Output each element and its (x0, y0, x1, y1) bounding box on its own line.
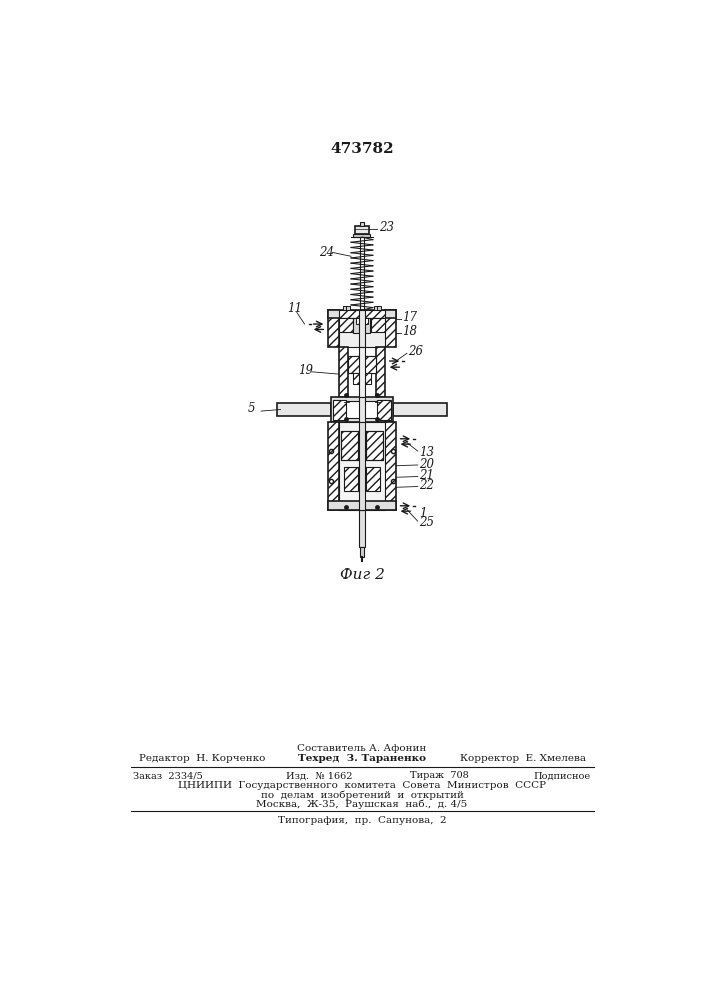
Text: 5: 5 (247, 402, 255, 415)
Bar (276, 403, 331, 416)
Bar (339, 310, 385, 318)
Bar (328, 422, 339, 510)
Bar (331, 397, 393, 422)
Bar (348, 356, 376, 373)
Bar (359, 397, 365, 422)
Bar (374, 306, 380, 310)
Bar (353, 373, 371, 384)
Bar (366, 431, 383, 460)
Bar (328, 501, 396, 510)
Bar (385, 422, 396, 510)
Text: Типография,  пр.  Сапунова,  2: Типография, пр. Сапунова, 2 (278, 816, 446, 825)
Text: 22: 22 (419, 479, 434, 492)
Text: 11: 11 (288, 302, 303, 315)
Bar (376, 347, 385, 397)
Text: 26: 26 (409, 345, 423, 358)
Text: Техред  З. Тараненко: Техред З. Тараненко (298, 754, 426, 763)
Bar (328, 310, 396, 318)
Text: Корректор  Е. Хмелева: Корректор Е. Хмелева (460, 754, 586, 763)
Bar (366, 431, 383, 460)
Text: 18: 18 (402, 325, 417, 338)
Text: Изд.  № 1662: Изд. № 1662 (286, 771, 353, 780)
Text: 25: 25 (419, 516, 434, 529)
Bar (359, 510, 365, 547)
Bar (348, 356, 376, 373)
Bar (355, 226, 369, 234)
Text: 13: 13 (419, 446, 434, 459)
Text: 17: 17 (402, 311, 417, 324)
Text: 473782: 473782 (330, 142, 394, 156)
Text: Тираж  708: Тираж 708 (410, 771, 469, 780)
Bar (359, 347, 365, 397)
Text: Фиг 2: Фиг 2 (339, 568, 385, 582)
Bar (339, 401, 385, 418)
Bar (339, 422, 385, 510)
Text: Редактор  Н. Корченко: Редактор Н. Корченко (139, 754, 265, 763)
Text: 23: 23 (379, 221, 394, 234)
Bar (378, 400, 392, 420)
Bar (360, 222, 364, 226)
Bar (354, 318, 370, 333)
Bar (341, 431, 358, 460)
Bar (360, 547, 364, 557)
Bar (393, 403, 448, 416)
Bar (332, 400, 346, 420)
Text: Заказ  2334/5: Заказ 2334/5 (134, 771, 203, 780)
Text: 19: 19 (298, 364, 313, 377)
Bar (366, 466, 380, 491)
Bar (359, 422, 365, 510)
Text: 24: 24 (320, 246, 334, 259)
Bar (353, 373, 371, 384)
Bar (339, 318, 353, 332)
Bar (341, 431, 358, 460)
Text: 1: 1 (419, 507, 427, 520)
Text: Составитель А. Афонин: Составитель А. Афонин (298, 744, 426, 753)
Bar (385, 310, 396, 347)
Bar (344, 306, 349, 310)
Bar (344, 466, 358, 491)
Bar (339, 347, 348, 397)
Bar (354, 234, 370, 237)
Text: 20: 20 (419, 458, 434, 471)
Bar (371, 318, 385, 332)
Text: Подписное: Подписное (534, 771, 590, 780)
Text: 21: 21 (419, 469, 434, 482)
Bar (359, 310, 365, 347)
Bar (328, 310, 339, 347)
Bar (339, 318, 385, 347)
Text: ЦНИИПИ  Государственного  комитета  Совета  Министров  СССР: ЦНИИПИ Государственного комитета Совета … (178, 781, 546, 790)
Bar (356, 318, 368, 324)
Text: Москва,  Ж-35,  Раушская  наб.,  д. 4/5: Москва, Ж-35, Раушская наб., д. 4/5 (257, 800, 467, 809)
Text: по  делам  изобретений  и  открытий: по делам изобретений и открытий (260, 791, 463, 800)
